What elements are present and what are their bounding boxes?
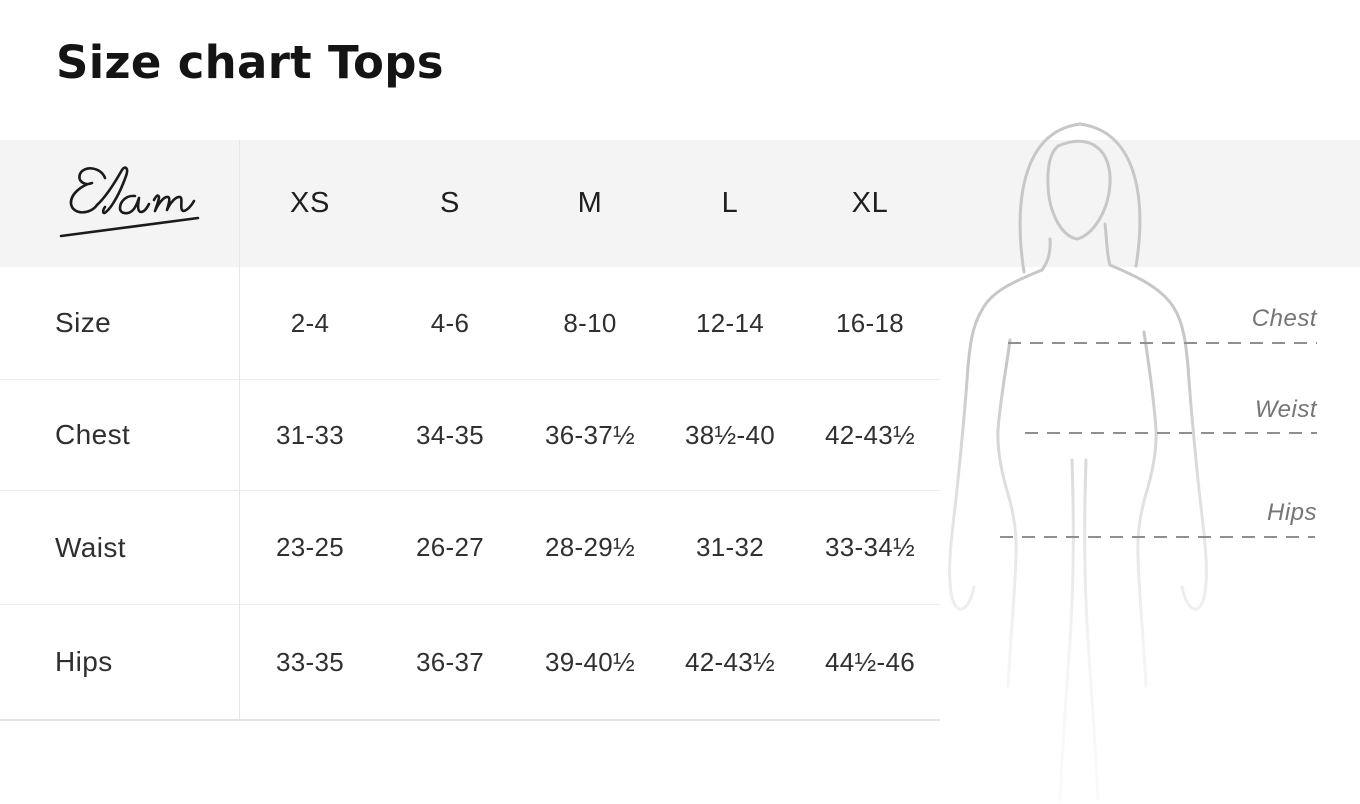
table-row-chest: Chest 31-33 34-35 36-37½ 38½-40 42-43½ (0, 380, 940, 491)
chest-cell: 31-33 (276, 419, 344, 450)
row-label: Waist (0, 491, 240, 604)
figure-fade-overlay (940, 365, 1360, 804)
column-header-s: S (440, 187, 460, 219)
chest-cell: 36-37½ (545, 419, 635, 450)
hips-annotation-label: Hips (1266, 499, 1317, 526)
waist-cell: 31-32 (696, 532, 764, 562)
hips-cell: 44½-46 (825, 646, 915, 677)
column-header-l: L (721, 187, 739, 219)
column-header-xl: XL (851, 187, 889, 219)
column-header-m: M (577, 187, 603, 219)
hips-cell: 33-35 (276, 646, 344, 677)
row-label: Chest (0, 380, 240, 490)
table-row-size: Size 2-4 4-6 8-10 12-14 16-18 (0, 267, 940, 380)
chest-annotation-label: Chest (1251, 305, 1317, 332)
measurement-figure: Chest Weist Hips (940, 100, 1360, 804)
hips-cell: 42-43½ (685, 646, 775, 677)
row-label: Hips (0, 605, 240, 719)
waist-cell: 33-34½ (825, 532, 915, 562)
measurement-annotations: Chest Weist Hips (940, 100, 1360, 804)
size-chart-table: XS S M L XL Size 2-4 4-6 8-10 12-14 16-1… (0, 140, 940, 721)
brand-logo-cell (0, 140, 240, 267)
table-row-hips: Hips 33-35 36-37 39-40½ 42-43½ 44½-46 (0, 605, 940, 721)
column-header-xs: XS (290, 187, 330, 219)
table-row-waist: Waist 23-25 26-27 28-29½ 31-32 33-34½ (0, 491, 940, 605)
waist-cell: 26-27 (416, 532, 484, 562)
size-cell: 2-4 (290, 307, 330, 338)
waist-annotation-label: Weist (1254, 396, 1317, 423)
hips-cell: 39-40½ (545, 646, 635, 677)
brand-logo-signature-elan (59, 165, 200, 237)
waist-cell: 28-29½ (545, 532, 635, 562)
row-label: Size (0, 267, 240, 379)
page-title: Size chart Tops (56, 36, 444, 89)
waist-cell: 23-25 (276, 532, 344, 562)
table-header-row: XS S M L XL (0, 140, 940, 267)
size-cell: 8-10 (563, 307, 617, 338)
hips-cell: 36-37 (416, 646, 484, 677)
chest-cell: 42-43½ (825, 419, 915, 450)
header-band (0, 140, 1360, 267)
size-cell: 12-14 (696, 307, 764, 338)
size-cell: 4-6 (430, 307, 470, 338)
chest-cell: 34-35 (416, 419, 484, 450)
size-cell: 16-18 (836, 307, 904, 338)
chest-cell: 38½-40 (685, 419, 775, 450)
